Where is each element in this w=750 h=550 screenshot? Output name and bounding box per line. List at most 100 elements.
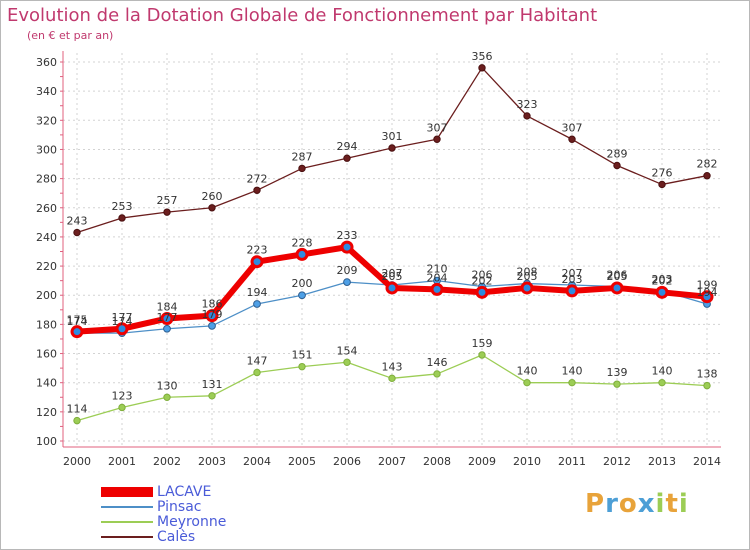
data-label-cal-s: 356 [472, 50, 493, 63]
data-label-meyronne: 159 [472, 337, 493, 350]
data-label-meyronne: 140 [652, 365, 673, 378]
data-point-cal-s [613, 161, 621, 170]
x-tick-label: 2011 [558, 455, 586, 468]
data-point-pinsac [343, 278, 351, 287]
logo-letter: i [655, 489, 666, 519]
data-label-pinsac: 203 [652, 273, 673, 286]
data-point-cal-s [433, 135, 441, 143]
data-label-lacave: 205 [382, 270, 403, 283]
data-label-meyronne: 146 [427, 356, 448, 369]
data-label-lacave: 223 [247, 244, 268, 257]
y-tick-label: 260 [36, 202, 57, 215]
legend-label-pinsac: Pinsac [157, 499, 202, 515]
legend-label-meyronne: Meyronne [157, 514, 227, 530]
x-tick-label: 2008 [423, 455, 451, 468]
data-point-meyronne [478, 351, 486, 359]
data-point-lacave [700, 290, 714, 304]
data-point-cal-s [523, 112, 531, 120]
x-tick-label: 2012 [603, 455, 631, 468]
x-tick-label: 2003 [198, 455, 226, 468]
data-point-lacave [610, 281, 624, 295]
data-label-cal-s: 253 [112, 200, 133, 213]
legend-label-cales: Calès [157, 529, 196, 545]
data-point-meyronne [613, 380, 621, 388]
data-point-meyronne [163, 393, 171, 401]
data-point-cal-s [343, 154, 351, 162]
data-point-lacave [70, 325, 84, 339]
data-label-cal-s: 282 [697, 158, 718, 171]
y-tick-label: 220 [36, 260, 57, 273]
y-tick-label: 240 [36, 231, 57, 244]
x-tick-label: 2014 [693, 455, 721, 468]
legend-label-lacave: LACAVE [157, 484, 212, 500]
x-tick-label: 2006 [333, 455, 361, 468]
logo-letter: o [618, 489, 638, 519]
data-label-cal-s: 307 [427, 121, 448, 134]
data-label-lacave: 233 [337, 229, 358, 242]
series-lines [70, 64, 714, 425]
data-point-cal-s [208, 204, 216, 212]
data-label-cal-s: 307 [562, 121, 583, 134]
data-point-cal-s [118, 214, 126, 222]
data-label-cal-s: 301 [382, 130, 403, 143]
data-point-meyronne [658, 378, 666, 387]
data-point-lacave [430, 282, 444, 296]
data-label-meyronne: 131 [202, 378, 223, 391]
data-label-meyronne: 147 [247, 354, 268, 367]
chart-subtitle: (en € et par an) [27, 29, 114, 42]
data-label-pinsac: 200 [292, 277, 313, 290]
chart-title: Evolution de la Dotation Globale de Fonc… [7, 5, 598, 26]
data-point-lacave [655, 285, 669, 299]
data-point-meyronne [703, 381, 711, 390]
y-tick-label: 300 [36, 143, 57, 156]
data-point-lacave [565, 284, 579, 298]
data-label-pinsac: 194 [247, 286, 268, 299]
x-tick-label: 2001 [108, 455, 136, 468]
data-label-pinsac: 206 [472, 268, 493, 281]
data-label-meyronne: 143 [382, 360, 403, 373]
x-tick-label: 2007 [378, 455, 406, 468]
data-point-cal-s [703, 172, 711, 180]
data-label-pinsac: 207 [382, 267, 403, 280]
data-label-meyronne: 140 [517, 365, 538, 378]
x-tick-label: 2002 [153, 455, 181, 468]
data-label-cal-s: 289 [607, 147, 628, 160]
data-label-meyronne: 123 [112, 389, 133, 402]
data-point-lacave [205, 309, 219, 323]
data-label-cal-s: 287 [292, 150, 313, 163]
data-point-meyronne [298, 362, 306, 371]
data-point-pinsac [163, 324, 171, 333]
data-label-lacave: 228 [292, 236, 313, 249]
y-tick-label: 180 [36, 318, 57, 331]
legend-swatch-meyronne [101, 521, 153, 523]
logo-letter: r [605, 489, 619, 519]
data-label-cal-s: 294 [337, 140, 358, 153]
data-point-pinsac [298, 291, 306, 300]
data-point-lacave [160, 312, 174, 326]
data-label-lacave: 199 [697, 279, 718, 292]
y-tick-label: 120 [36, 406, 57, 419]
data-labels: 243 253 257 260 272 287 294 301 307 356 323 307 289 2… [67, 50, 718, 416]
x-tick-label: 2000 [63, 455, 91, 468]
data-point-cal-s [298, 164, 306, 173]
data-point-cal-s [478, 64, 486, 72]
data-label-pinsac: 179 [202, 308, 223, 321]
logo-letter: i [678, 489, 689, 519]
data-point-meyronne [253, 368, 261, 377]
x-tick-label: 2010 [513, 455, 541, 468]
data-label-pinsac: 177 [157, 311, 178, 324]
data-label-lacave: 204 [427, 271, 448, 284]
data-label-cal-s: 243 [67, 215, 88, 228]
logo-letter: x [637, 489, 656, 519]
data-label-pinsac: 206 [607, 268, 628, 281]
data-point-meyronne [73, 416, 81, 425]
y-tick-label: 200 [36, 289, 57, 302]
x-tick-label: 2005 [288, 455, 316, 468]
data-point-lacave [250, 255, 264, 269]
data-label-pinsac: 194 [697, 286, 718, 299]
axes: 100 120 140 160 180 200 220 240 260 280 300 320 340 3… [36, 51, 721, 468]
logo-letter: t [665, 489, 679, 519]
y-tick-label: 340 [36, 85, 57, 98]
y-tick-label: 360 [36, 56, 57, 69]
